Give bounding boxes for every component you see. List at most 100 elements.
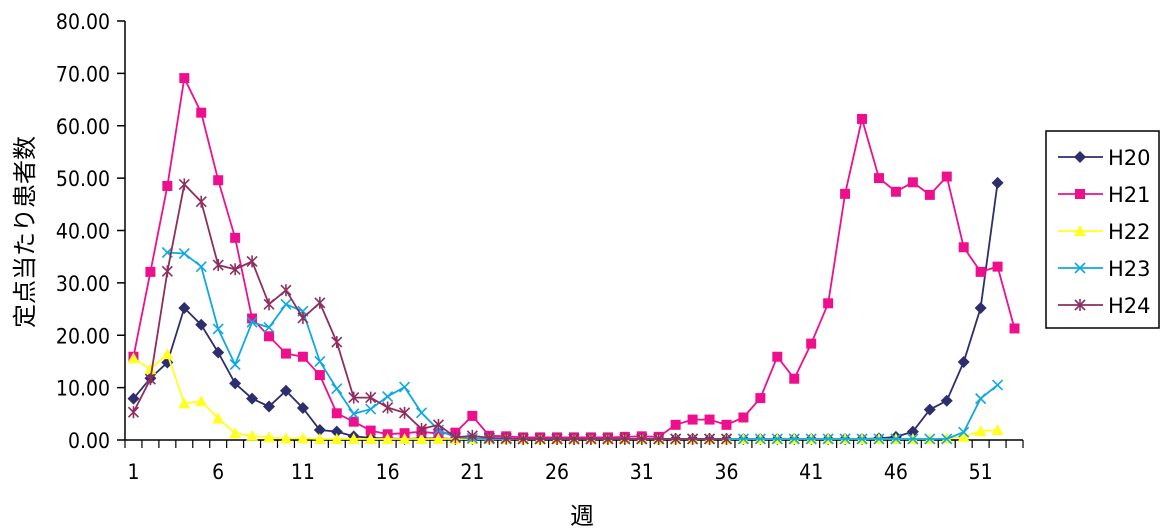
data-point-h24 <box>483 431 495 444</box>
data-point-h22 <box>974 425 987 437</box>
data-point-h22 <box>991 424 1004 436</box>
data-point-h21 <box>924 189 935 200</box>
data-point-h22 <box>161 348 174 360</box>
x-tick-label: 51 <box>969 460 993 484</box>
series-h24 <box>127 178 733 445</box>
data-point-h24 <box>670 432 682 445</box>
legend-label: H23 <box>1108 257 1151 281</box>
y-tick-label: 50.00 <box>56 167 110 191</box>
data-point-h21 <box>890 186 901 197</box>
data-point-h21 <box>772 351 783 362</box>
x-tick-label: 11 <box>291 460 315 484</box>
data-point-h22 <box>364 432 377 444</box>
legend-entry-h21: H21 <box>1058 183 1151 207</box>
data-point-h24 <box>297 311 309 324</box>
legend: H20 H21 H22 H23 H24 <box>1045 130 1160 329</box>
legend-label: H22 <box>1108 220 1151 244</box>
data-point-h20 <box>940 394 953 407</box>
data-point-h24 <box>534 432 546 445</box>
data-point-h22 <box>347 432 360 444</box>
data-point-h24 <box>703 432 716 445</box>
data-point-h24 <box>229 263 241 276</box>
x-tick-label: 36 <box>714 460 738 484</box>
x-axis-title: 週 <box>570 502 594 530</box>
data-point-h21 <box>162 180 173 191</box>
legend-marker <box>1074 151 1086 163</box>
data-point-h23 <box>839 433 851 445</box>
legend-entry-h20: H20 <box>1058 146 1151 170</box>
data-point-h21 <box>670 419 681 430</box>
data-point-h23 <box>788 433 800 445</box>
data-point-h21 <box>823 298 834 309</box>
data-point-h21 <box>247 313 258 324</box>
data-point-h21 <box>1009 323 1020 334</box>
data-point-h22 <box>957 430 970 442</box>
data-point-h23 <box>229 359 241 371</box>
data-point-h20 <box>923 403 936 416</box>
data-point-h24 <box>432 418 445 431</box>
data-point-h21 <box>992 261 1003 272</box>
data-point-h23 <box>348 408 360 420</box>
data-point-h24 <box>568 432 580 445</box>
data-point-h21 <box>264 331 275 342</box>
legend-entry-h22: H22 <box>1058 220 1151 244</box>
data-point-h24 <box>348 391 360 404</box>
series-line-h21 <box>132 75 1016 439</box>
y-tick-label: 10.00 <box>56 377 110 401</box>
data-point-h24 <box>602 432 614 445</box>
data-point-h23 <box>399 381 411 393</box>
data-point-h24 <box>382 401 394 414</box>
series-line-h20 <box>132 182 999 440</box>
data-point-h21 <box>179 73 190 84</box>
series-h23 <box>161 246 1004 445</box>
y-tick-label: 60.00 <box>56 115 110 139</box>
data-point-h23 <box>907 433 919 445</box>
data-point-h21 <box>840 188 851 199</box>
y-tick-label: 0.00 <box>68 429 110 453</box>
data-point-h24 <box>687 432 699 445</box>
data-point-h20 <box>296 402 309 415</box>
data-point-h23 <box>992 379 1004 391</box>
series-layer <box>127 73 1020 445</box>
data-point-h24 <box>415 423 428 436</box>
data-point-h21 <box>365 425 376 436</box>
legend-box <box>1045 130 1160 329</box>
data-point-h24 <box>314 296 326 309</box>
y-tick-label: 80.00 <box>56 10 110 34</box>
data-point-h23 <box>737 433 749 445</box>
data-point-h24 <box>619 432 631 445</box>
data-point-h20 <box>229 377 242 390</box>
data-point-h20 <box>330 425 343 438</box>
data-point-h23 <box>280 298 292 310</box>
series-line-h24 <box>132 182 727 440</box>
data-point-h22 <box>246 429 259 441</box>
data-point-h21 <box>213 175 224 186</box>
y-axis-ticks: 0.00 10.00 20.00 30.00 40.00 50.00 60.00 70.00 8… <box>56 10 125 453</box>
data-point-h21 <box>873 173 884 184</box>
data-point-h22 <box>144 363 157 375</box>
data-point-h21 <box>467 410 478 421</box>
data-point-h23 <box>754 433 766 445</box>
y-axis-title: 定点当たり患者数 <box>11 136 39 328</box>
data-point-h23 <box>195 261 207 273</box>
series-h21 <box>128 73 1020 443</box>
data-point-h23 <box>771 433 783 445</box>
data-point-h21 <box>941 171 952 182</box>
data-point-h21 <box>230 232 241 243</box>
data-point-h21 <box>297 351 308 362</box>
legend-marker <box>1075 189 1085 199</box>
data-point-h22 <box>415 432 428 444</box>
data-point-h24 <box>365 391 377 404</box>
data-point-h22 <box>398 432 411 444</box>
legend-entry-h24: H24 <box>1058 294 1151 318</box>
series-h20 <box>127 176 1004 445</box>
data-point-h22 <box>381 432 394 444</box>
data-point-h24 <box>653 432 665 445</box>
data-point-h20 <box>161 356 174 369</box>
data-point-h21 <box>704 414 715 425</box>
data-point-h23 <box>178 247 190 260</box>
legend-label: H21 <box>1108 183 1151 207</box>
data-point-h24 <box>144 373 156 386</box>
data-point-h24 <box>212 259 224 272</box>
